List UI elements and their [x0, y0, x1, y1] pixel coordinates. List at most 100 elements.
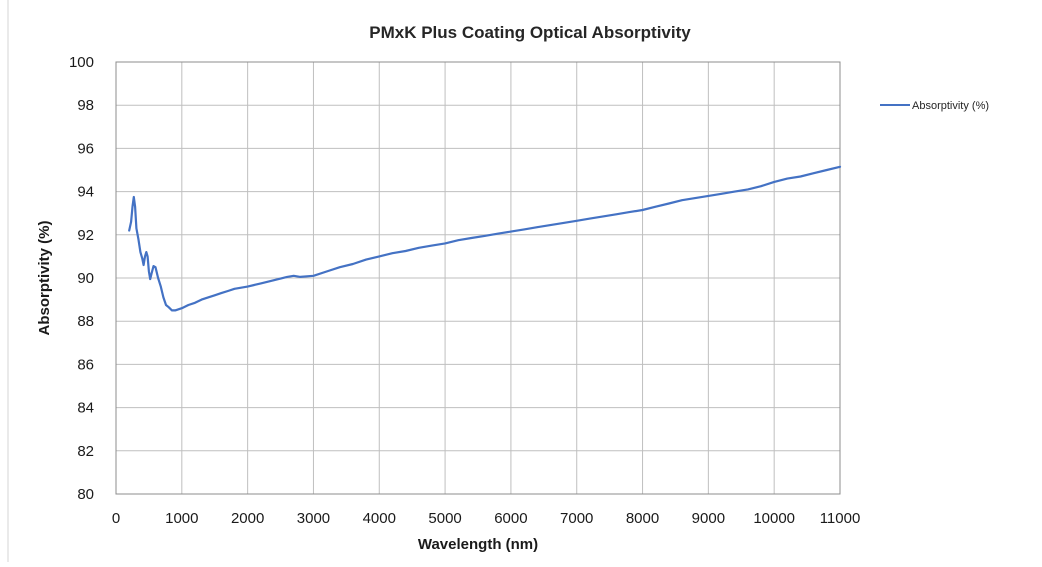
series-point — [773, 181, 775, 183]
series-point — [299, 276, 302, 278]
series-point — [615, 213, 617, 216]
x-tick-label: 5000 — [428, 510, 461, 527]
series-point — [654, 205, 657, 208]
series-point — [457, 239, 460, 241]
series-point — [145, 251, 148, 253]
y-tick-label: 88 — [77, 313, 94, 330]
series-point — [165, 304, 167, 306]
series-point — [137, 238, 140, 240]
series-point — [312, 275, 315, 277]
series-point — [562, 222, 565, 224]
series-point — [404, 250, 407, 252]
legend-label: Absorptivity (%) — [912, 100, 989, 112]
series-point — [575, 220, 578, 222]
series-point — [378, 255, 381, 258]
y-tick-label: 92 — [77, 227, 94, 244]
series-point — [602, 215, 604, 218]
series-point — [523, 228, 525, 231]
series-point — [142, 264, 145, 266]
y-axis-title: Absorptivity (%) — [36, 220, 53, 335]
y-tick-label: 100 — [69, 54, 94, 71]
series-point — [213, 294, 216, 297]
series-point — [536, 226, 538, 228]
series-point — [130, 221, 132, 223]
series-point — [171, 309, 173, 312]
series-point — [194, 302, 196, 304]
series-point — [839, 166, 841, 168]
x-tick-label: 1000 — [165, 510, 198, 527]
x-tick-label: 6000 — [494, 510, 527, 527]
series-point — [352, 263, 354, 265]
series-point — [157, 277, 159, 279]
series-point — [174, 309, 176, 312]
y-tick-label: 96 — [77, 140, 94, 157]
series-point — [187, 304, 190, 306]
series-point — [418, 247, 420, 249]
y-tick-label: 82 — [77, 443, 94, 460]
x-tick-label: 4000 — [363, 510, 396, 527]
y-tick-label: 84 — [77, 400, 94, 417]
series-point — [549, 224, 552, 226]
series-layer — [128, 165, 842, 312]
grid-layer — [115, 61, 841, 495]
x-tick-label: 9000 — [692, 510, 725, 527]
series-point — [135, 227, 138, 230]
series-point — [148, 270, 150, 273]
series-point — [747, 188, 749, 191]
x-tick-label: 3000 — [297, 510, 330, 527]
series-point — [160, 285, 162, 288]
series-point — [131, 205, 134, 208]
series-point — [339, 266, 341, 269]
series-point — [240, 286, 242, 289]
series-point — [391, 252, 394, 254]
series-point — [139, 251, 142, 253]
series-point — [134, 205, 136, 208]
x-tick-label: 7000 — [560, 510, 593, 527]
series-point — [292, 275, 295, 277]
series-point — [207, 296, 209, 299]
series-point — [167, 306, 170, 309]
series-point — [694, 197, 696, 199]
series-point — [128, 229, 130, 232]
series-point — [799, 175, 802, 178]
series-point — [181, 307, 183, 310]
series-point — [628, 211, 631, 213]
series-point — [227, 290, 229, 292]
x-axis-title: Wavelength (nm) — [418, 536, 538, 553]
y-tick-label: 86 — [77, 356, 94, 373]
chart-title: PMxK Plus Coating Optical Absorptivity — [369, 23, 691, 42]
series-point — [641, 209, 644, 211]
series-point — [152, 265, 155, 267]
series-point — [431, 244, 433, 247]
series-point — [246, 285, 249, 288]
x-tick-label: 0 — [112, 510, 120, 527]
y-tick-label: 94 — [77, 184, 94, 201]
series-point — [146, 255, 149, 258]
series-point — [826, 169, 828, 171]
series-point — [260, 282, 262, 285]
series-line[interactable] — [128, 165, 842, 312]
series-point — [133, 196, 135, 198]
series-point — [812, 172, 815, 174]
series-point — [154, 266, 157, 269]
series-point — [444, 242, 446, 245]
x-tick-label: 11000 — [820, 510, 861, 527]
series-point — [470, 237, 473, 239]
series-point — [365, 258, 367, 261]
series-point — [496, 232, 499, 235]
series-point — [510, 230, 512, 233]
series-point — [144, 255, 146, 258]
series-point — [720, 193, 723, 195]
series-point — [668, 202, 670, 205]
series-point — [149, 278, 151, 280]
legend[interactable]: Absorptivity (%) — [880, 100, 989, 112]
y-tick-label: 90 — [77, 270, 94, 287]
series-point — [150, 272, 153, 275]
series-point — [325, 270, 328, 273]
series-point — [760, 185, 762, 187]
x-tick-label: 8000 — [626, 510, 659, 527]
series-point — [200, 298, 203, 301]
